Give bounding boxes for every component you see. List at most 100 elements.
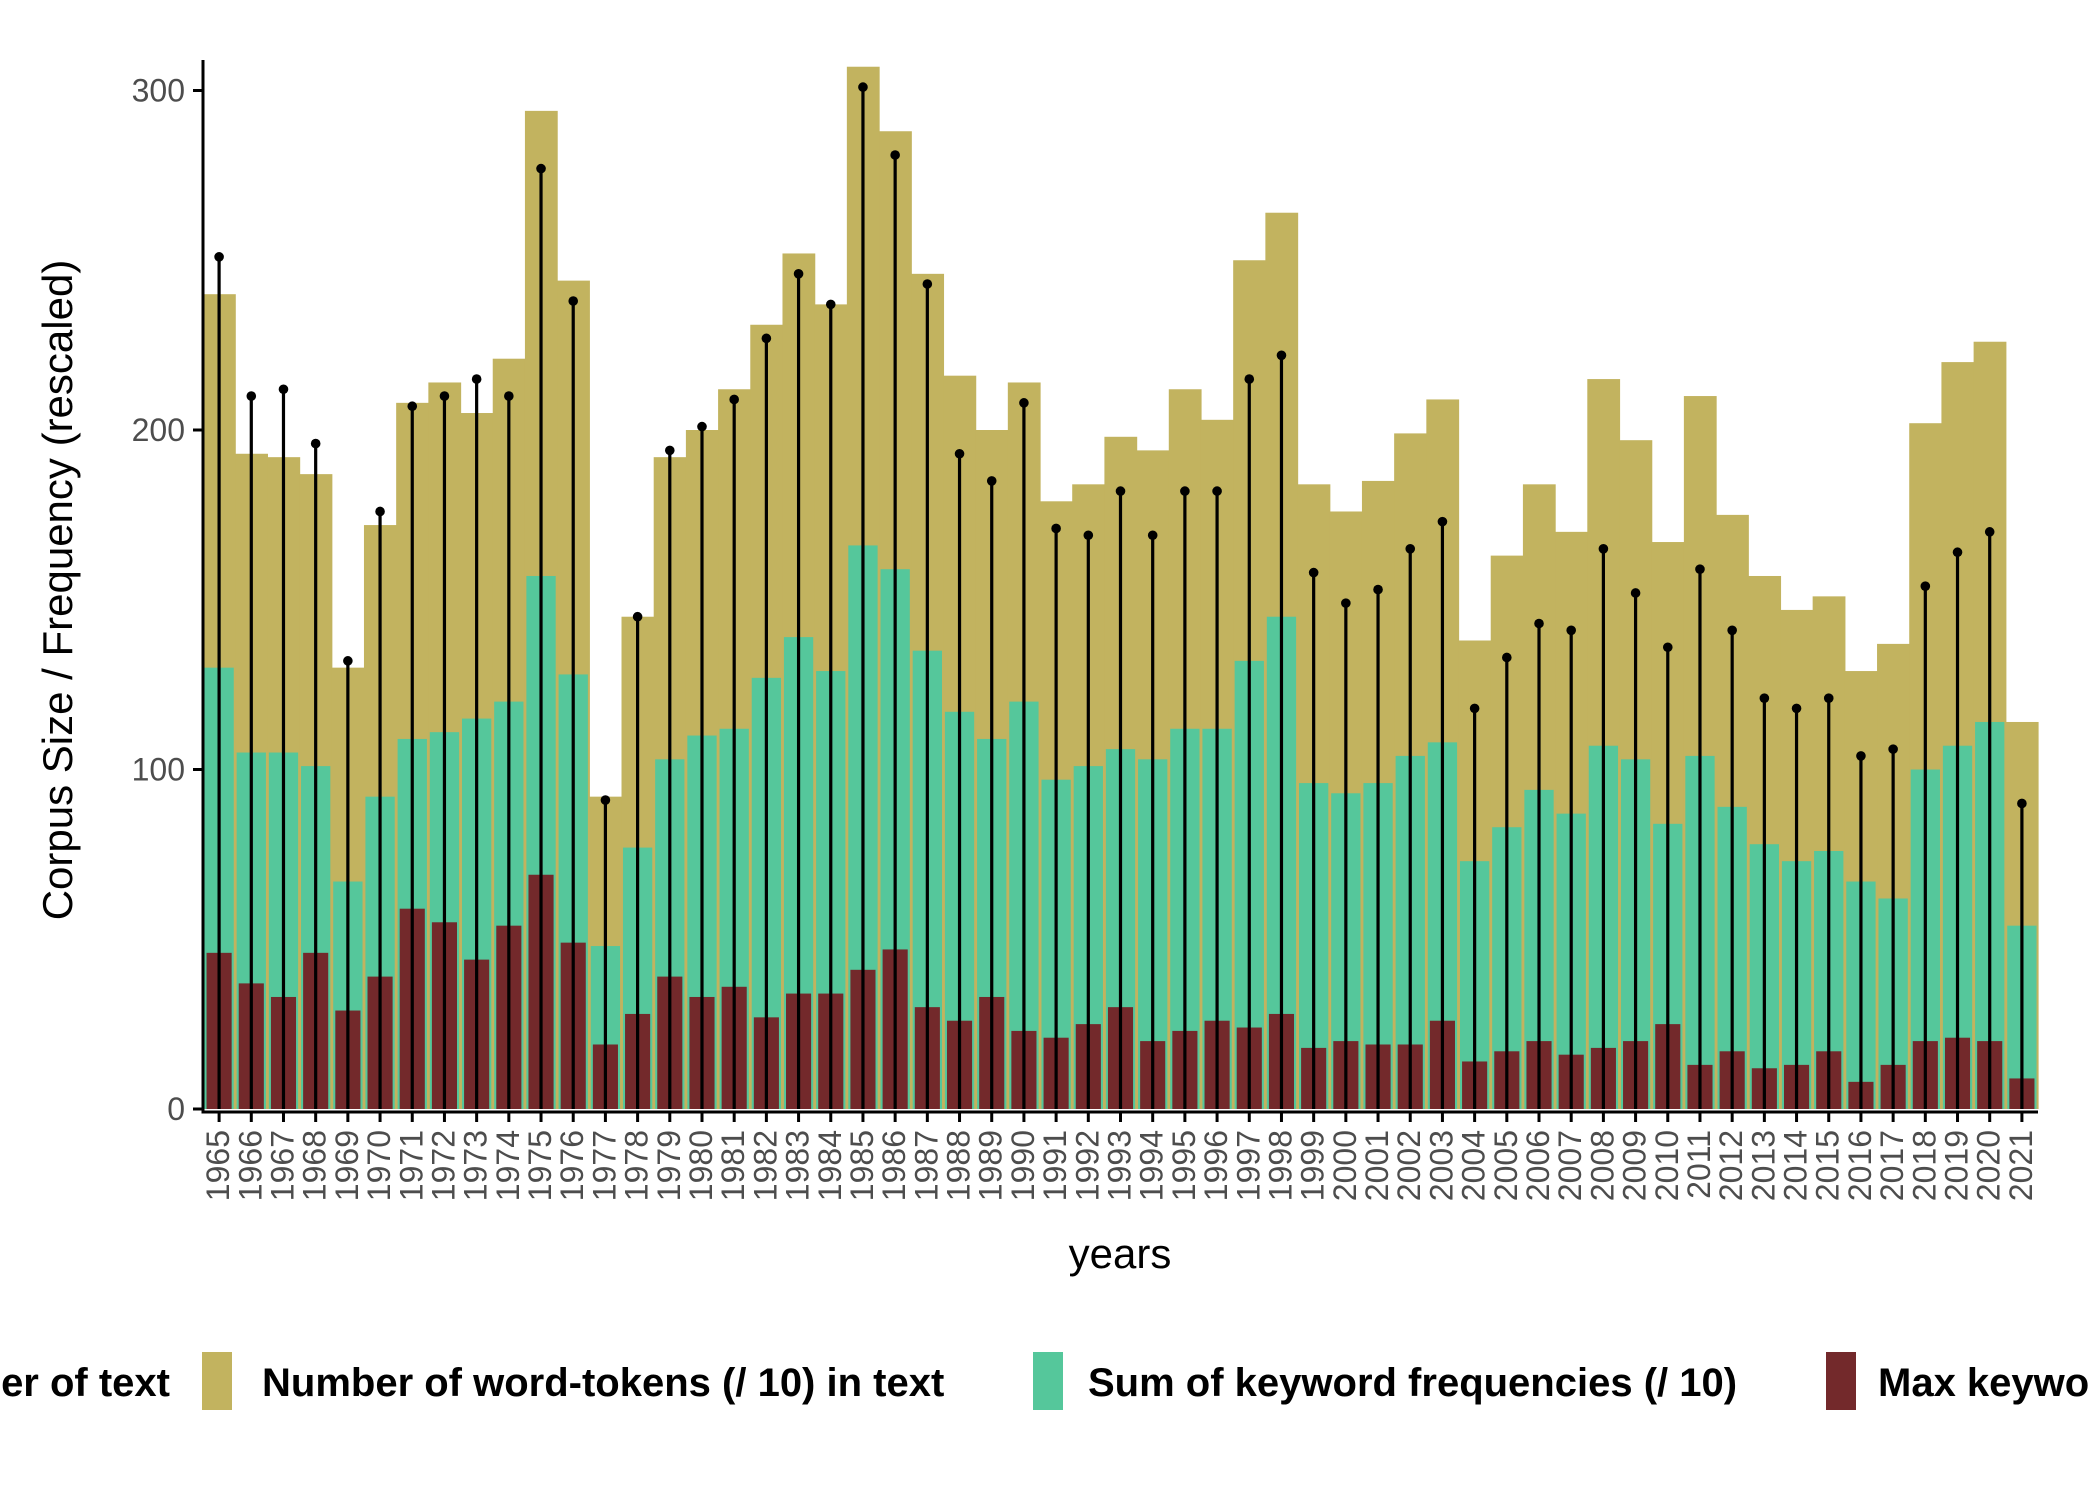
x-tick-label-1971: 1971 <box>393 1130 429 1201</box>
x-tick-label-1968: 1968 <box>297 1130 333 1201</box>
stem-point-1966 <box>246 391 257 401</box>
x-tick-label-1982: 1982 <box>747 1130 783 1201</box>
stem-point-2007 <box>1566 625 1577 636</box>
stem-point-2014 <box>1791 703 1802 714</box>
stem-point-2021 <box>2017 798 2027 809</box>
stem-point-1989 <box>986 476 997 486</box>
x-tick-label-1995: 1995 <box>1166 1130 1202 1201</box>
x-tick-label-1983: 1983 <box>780 1130 816 1201</box>
stem-point-1996 <box>1212 486 1222 496</box>
x-tick-label-2012: 2012 <box>1713 1130 1749 1201</box>
x-tick-label-1985: 1985 <box>844 1130 880 1201</box>
x-tick-label-2018: 2018 <box>1906 1130 1942 1201</box>
stem-point-2017 <box>1888 744 1898 754</box>
stem-point-2012 <box>1727 625 1737 636</box>
x-tick-label-2000: 2000 <box>1327 1130 1363 1201</box>
x-tick-label-2013: 2013 <box>1745 1130 1781 1201</box>
x-tick-label-2019: 2019 <box>1939 1130 1975 1201</box>
y-tick-label-200: 200 <box>132 412 185 448</box>
stem-point-2015 <box>1823 693 1834 704</box>
stem-point-1967 <box>278 384 289 395</box>
stem-point-1969 <box>343 656 353 666</box>
x-tick-label-1989: 1989 <box>973 1130 1009 1201</box>
y-ticks: 0 100 200 300 <box>132 73 203 1127</box>
stem-point-2018 <box>1920 581 1931 591</box>
x-tick-label-2004: 2004 <box>1456 1130 1492 1201</box>
x-tick-label-1992: 1992 <box>1069 1130 1105 1201</box>
stem-point-1987 <box>922 279 933 289</box>
y-tick-label-0: 0 <box>167 1091 185 1127</box>
x-tick-label-1978: 1978 <box>619 1130 655 1201</box>
stem-point-2020 <box>1984 527 1995 537</box>
stem-point-1985 <box>858 82 868 92</box>
x-tick-label-1981: 1981 <box>715 1130 751 1201</box>
stem-point-1988 <box>954 448 965 459</box>
x-tick-label-2008: 2008 <box>1584 1130 1620 1201</box>
stem-point-1982 <box>761 333 772 344</box>
x-tick-label-1997: 1997 <box>1230 1130 1266 1201</box>
y-tick-label-300: 300 <box>132 73 185 109</box>
stem-point-1972 <box>439 391 450 401</box>
stem-point-2000 <box>1341 598 1351 608</box>
x-tick-label-2002: 2002 <box>1391 1130 1427 1201</box>
x-tick-label-1980: 1980 <box>683 1130 719 1201</box>
y-axis-title: Corpus Size / Frequency (rescaled) <box>34 260 81 921</box>
stem-point-1995 <box>1180 486 1190 496</box>
x-tick-label-1966: 1966 <box>232 1130 268 1201</box>
x-tick-label-2014: 2014 <box>1778 1130 1814 1201</box>
x-tick-label-1999: 1999 <box>1295 1130 1331 1201</box>
legend-swatch-2 <box>1033 1352 1063 1410</box>
x-tick-label-1988: 1988 <box>941 1130 977 1201</box>
x-tick-label-1974: 1974 <box>490 1130 526 1201</box>
stem-point-2010 <box>1662 642 1673 653</box>
x-tick-label-1977: 1977 <box>586 1130 622 1201</box>
stem-point-2002 <box>1405 544 1416 554</box>
stem-point-1994 <box>1147 530 1158 541</box>
stem-point-1973 <box>471 374 482 384</box>
y-tick-label-100: 100 <box>132 752 185 788</box>
x-tick-label-2015: 2015 <box>1810 1130 1846 1201</box>
stem-point-1979 <box>664 445 675 456</box>
stem-point-1971 <box>407 401 418 412</box>
x-tick-label-1969: 1969 <box>329 1130 365 1201</box>
stem-point-1976 <box>568 296 579 306</box>
stem-point-1974 <box>504 391 514 401</box>
x-tick-label-2007: 2007 <box>1552 1130 1588 1201</box>
stem-lollipops <box>214 82 2027 1109</box>
x-axis-title: years <box>1069 1230 1172 1277</box>
x-tick-label-1973: 1973 <box>458 1130 494 1201</box>
x-tick-label-1991: 1991 <box>1037 1130 1073 1201</box>
x-tick-label-1998: 1998 <box>1262 1130 1298 1201</box>
x-tick-label-1994: 1994 <box>1134 1130 1170 1201</box>
x-tick-label-1979: 1979 <box>651 1130 687 1201</box>
x-tick-label-1993: 1993 <box>1102 1130 1138 1201</box>
x-tick-label-1970: 1970 <box>361 1130 397 1201</box>
x-tick-label-1986: 1986 <box>876 1130 912 1201</box>
x-tick-label-2011: 2011 <box>1681 1130 1717 1199</box>
x-tick-label-2020: 2020 <box>1971 1130 2007 1201</box>
stem-point-1970 <box>375 506 385 517</box>
stem-point-1965 <box>214 252 224 262</box>
x-tick-label-1987: 1987 <box>908 1130 944 1201</box>
x-tick-label-1990: 1990 <box>1005 1130 1041 1201</box>
x-tick-label-1972: 1972 <box>425 1130 461 1201</box>
stem-point-1968 <box>310 438 321 449</box>
stem-point-1981 <box>729 394 739 405</box>
stem-point-1983 <box>793 269 804 279</box>
legend-swatch-3 <box>1826 1352 1856 1410</box>
stem-point-2005 <box>1502 652 1512 663</box>
stem-point-1997 <box>1244 374 1255 384</box>
stem-point-1984 <box>825 299 836 310</box>
stem-point-2009 <box>1630 588 1641 598</box>
legend-label-3: Max keywo <box>1878 1361 2089 1405</box>
stem-point-2004 <box>1469 703 1480 714</box>
x-tick-label-2005: 2005 <box>1488 1130 1524 1201</box>
x-tick-label-2006: 2006 <box>1520 1130 1556 1201</box>
x-tick-label-1996: 1996 <box>1198 1130 1234 1201</box>
x-tick-label-1975: 1975 <box>522 1130 558 1201</box>
stem-point-1978 <box>632 611 643 622</box>
stem-point-2008 <box>1598 544 1609 554</box>
stem-point-2016 <box>1856 751 1866 761</box>
stem-point-1992 <box>1083 530 1094 541</box>
